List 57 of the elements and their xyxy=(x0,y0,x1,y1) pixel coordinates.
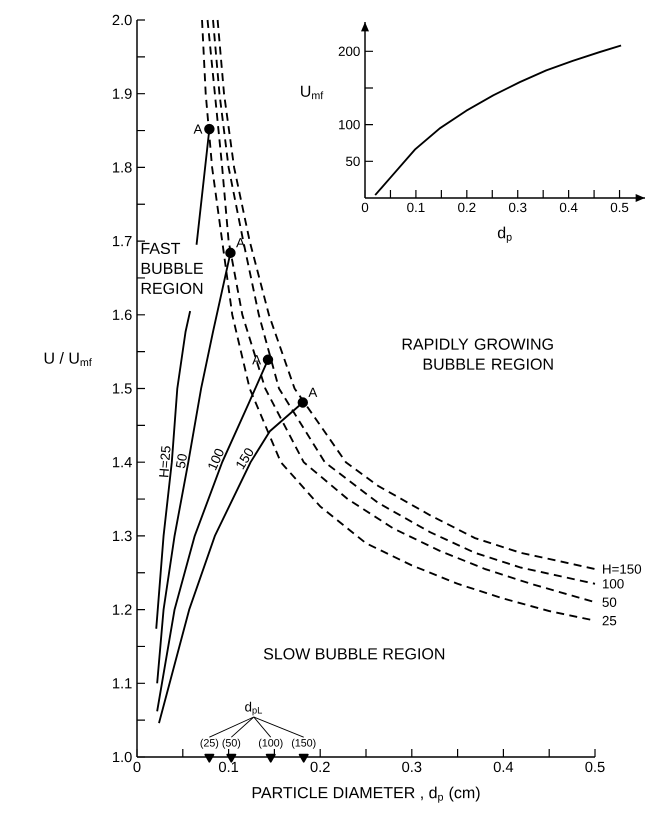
annotation: (150) xyxy=(292,738,316,749)
text: 150 xyxy=(236,448,254,470)
data-label: A xyxy=(308,388,318,397)
x-tick-label: 0.2 xyxy=(458,202,476,212)
y-tick-label: 1.3 xyxy=(113,530,132,542)
y-tick-label: 1.9 xyxy=(113,88,132,99)
x-tick-label: 0.2 xyxy=(310,762,330,772)
y-tick-label: 1.4 xyxy=(113,457,132,468)
x-tick-label: 0.5 xyxy=(610,202,628,212)
text: H=25 xyxy=(159,446,170,478)
y-tick-label: 1.1 xyxy=(113,678,132,688)
y-tick-label: 1.6 xyxy=(113,310,132,320)
line-series xyxy=(374,44,622,196)
x-tick-label: 0.3 xyxy=(508,202,526,212)
series-label: 50 xyxy=(602,598,616,607)
point xyxy=(204,124,215,134)
point xyxy=(225,248,236,258)
y-axis-title: U / U$_{mf}$ xyxy=(44,352,92,366)
y-axis-title: U$_{mf}$ xyxy=(301,86,324,100)
point xyxy=(204,754,214,763)
y-tick-label: 1.8 xyxy=(113,162,132,173)
y-tick-label: 2.0 xyxy=(112,14,132,26)
y-tick-label: 1.5 xyxy=(113,383,132,394)
annotation: (100) xyxy=(258,738,283,749)
x-tick-label: 0.1 xyxy=(218,762,238,772)
x-axis-title: PARTICLE DIAMETER , d$_{p}$ (cm) xyxy=(252,786,480,803)
text: d$_{pL}$ xyxy=(245,702,262,716)
y-tick-label: 100 xyxy=(339,120,360,130)
x-tick-label: 0.5 xyxy=(585,762,605,772)
annotation: SLOW BUBBLE REGION xyxy=(264,648,444,660)
series-label: 25 xyxy=(602,616,616,626)
annotation: (50) xyxy=(222,738,240,749)
x-tick-label: 0.1 xyxy=(407,202,425,212)
point xyxy=(262,354,274,365)
point xyxy=(298,397,308,408)
series-label: H=150 xyxy=(603,564,642,574)
x-tick-label: 0.3 xyxy=(402,762,422,772)
x-axis-title: d$_{p}$ xyxy=(498,226,512,243)
data-label: A xyxy=(194,124,202,134)
point xyxy=(266,754,276,763)
x-tick-label: 0.4 xyxy=(560,202,578,212)
y-tick-label: 50 xyxy=(346,156,360,166)
data-label: A xyxy=(252,355,262,364)
y-tick-label: 1.2 xyxy=(113,604,132,615)
x-tick-label: 0.4 xyxy=(494,762,514,772)
y-tick-label: 1.7 xyxy=(113,236,132,246)
annotation: (25) xyxy=(200,738,218,749)
text: 100 xyxy=(208,448,224,470)
point xyxy=(298,754,309,763)
x-tick-label: 0 xyxy=(133,762,140,772)
y-tick-label: 1.0 xyxy=(113,752,132,762)
x-tick-label: 0 xyxy=(362,202,368,212)
text: 50 xyxy=(176,454,187,468)
annotation: FAST BUBBLE REGION xyxy=(142,242,203,294)
y-tick-label: 200 xyxy=(338,46,360,56)
series-label: 100 xyxy=(602,579,624,589)
annotation: RAPIDLY GROWING BUBBLE REGION xyxy=(402,338,553,370)
